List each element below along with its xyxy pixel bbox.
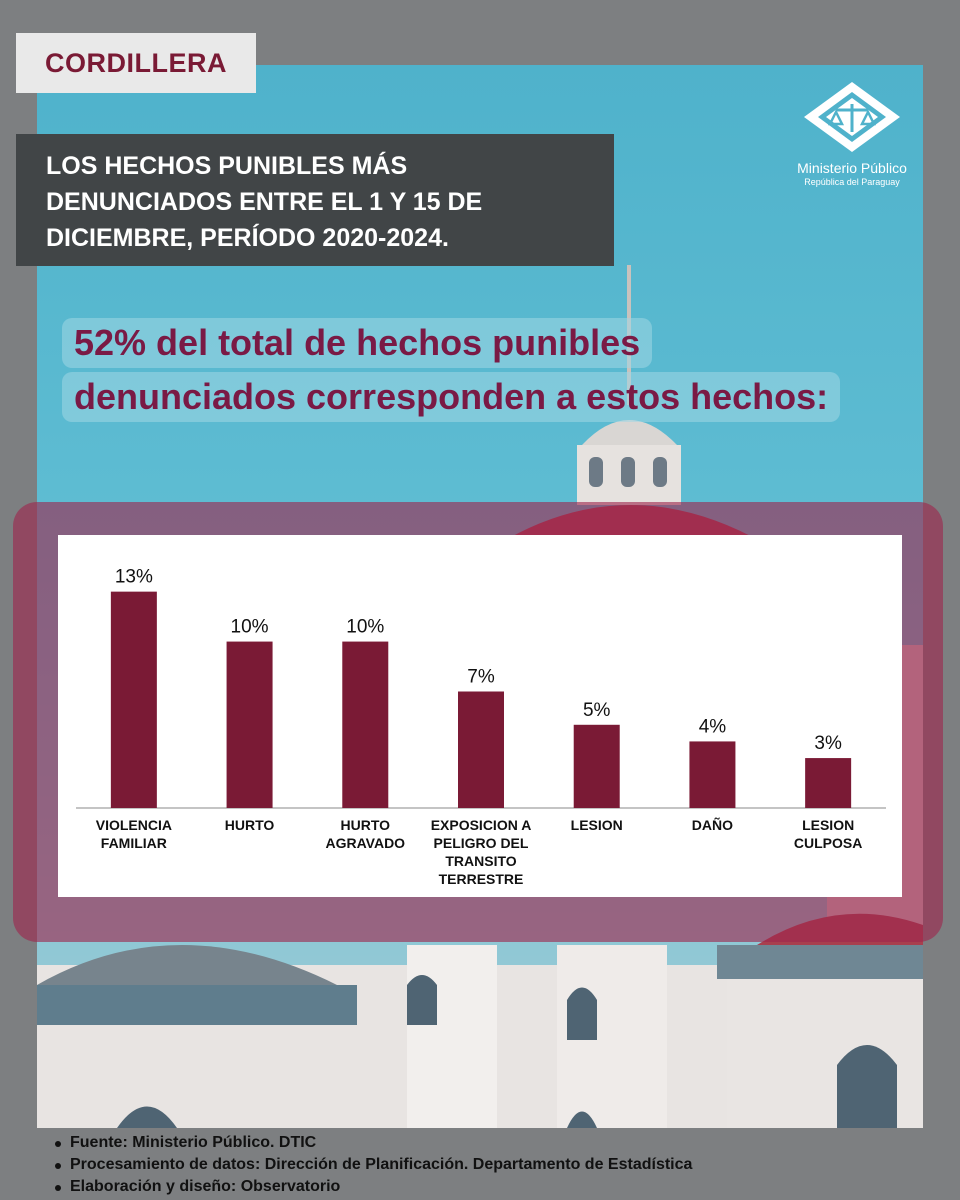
category-label: HURTO xyxy=(341,817,391,833)
footer-source: Fuente: Ministerio Público. DTIC xyxy=(70,1134,317,1151)
title-line-2: DENUNCIADOS ENTRE EL 1 Y 15 DE xyxy=(46,188,483,216)
logo-subtitle: República del Paraguay xyxy=(804,177,900,187)
value-label: 10% xyxy=(346,617,384,638)
category-label: HURTO xyxy=(225,817,275,833)
category-label: PELIGRO DEL xyxy=(434,835,529,851)
title-line-1: LOS HECHOS PUNIBLES MÁS xyxy=(46,152,408,180)
category-label: CULPOSA xyxy=(794,835,862,851)
bar xyxy=(689,741,736,808)
title-box: LOS HECHOS PUNIBLES MÁS DENUNCIADOS ENTR… xyxy=(16,134,614,266)
category-label: EXPOSICION A xyxy=(431,817,532,833)
headline-line-1: 52% del total de hechos punibles xyxy=(62,318,653,368)
footer-note: Fuente: Ministerio Público. DTIC xyxy=(40,1132,940,1154)
category-label: TRANSITO xyxy=(445,853,516,869)
value-label: 4% xyxy=(699,716,727,737)
scales-of-justice-icon xyxy=(804,82,900,152)
bar-chart: 13% VIOLENCIA FAMILIAR 10% HURTO 10% HURTO AGRA… xyxy=(76,567,886,887)
value-label: 3% xyxy=(814,733,842,754)
title-line-3: DICIEMBRE, PERÍODO 2020-2024. xyxy=(46,224,449,252)
bullet-icon xyxy=(55,1163,61,1169)
category-label: LESION xyxy=(571,817,623,833)
bar xyxy=(110,591,157,808)
region-tag: CORDILLERA xyxy=(16,33,256,93)
value-label: 7% xyxy=(467,667,495,688)
value-label: 13% xyxy=(115,567,153,588)
value-label: 10% xyxy=(231,617,269,638)
category-label: DAÑO xyxy=(692,816,733,833)
footer-notes: Fuente: Ministerio Público. DTIC Procesa… xyxy=(40,1132,940,1198)
category-label: TERRESTRE xyxy=(439,871,524,887)
bar xyxy=(573,724,620,808)
bar xyxy=(458,691,504,808)
category-label: LESION xyxy=(802,817,854,833)
headline-line-2: denunciados corresponden a estos hechos: xyxy=(62,372,841,422)
bar xyxy=(805,758,852,808)
headline: 52% del total de hechos punibles denunci… xyxy=(62,318,892,426)
footer-processing: Procesamiento de datos: Dirección de Pla… xyxy=(70,1156,693,1173)
category-label: FAMILIAR xyxy=(101,835,167,851)
bar xyxy=(226,641,273,808)
footer-note: Elaboración y diseño: Observatorio xyxy=(40,1176,940,1198)
category-label: VIOLENCIA xyxy=(96,817,172,833)
logo-name: Ministerio Público xyxy=(797,160,907,176)
region-label: CORDILLERA xyxy=(45,47,227,78)
footer-design: Elaboración y diseño: Observatorio xyxy=(70,1178,341,1195)
category-label: AGRAVADO xyxy=(325,835,405,851)
footer-note: Procesamiento de datos: Dirección de Pla… xyxy=(40,1154,940,1176)
bullet-icon xyxy=(55,1185,61,1191)
chart-panel: 13% VIOLENCIA FAMILIAR 10% HURTO 10% HURTO AGRA… xyxy=(58,535,902,897)
ministerio-logo: Ministerio Público República del Paragua… xyxy=(782,80,922,200)
bullet-icon xyxy=(55,1141,61,1147)
value-label: 5% xyxy=(583,700,611,721)
bar xyxy=(342,641,389,808)
